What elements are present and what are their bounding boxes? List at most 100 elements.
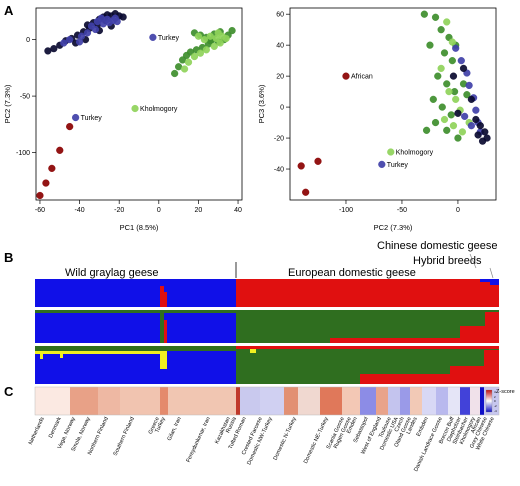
data-point <box>119 13 127 21</box>
data-point <box>196 49 205 57</box>
point-annotation: African <box>351 74 373 81</box>
data-point <box>426 41 434 49</box>
data-point <box>440 49 449 57</box>
chinese-arrow <box>469 253 477 269</box>
data-point <box>431 118 440 127</box>
x-tick-label: -100 <box>339 207 353 214</box>
data-point <box>190 52 199 61</box>
data-point <box>472 115 480 124</box>
plot-frame <box>35 7 243 201</box>
domestic-group-label: European domestic geese <box>288 267 416 279</box>
x-tick-label: 0 <box>157 207 161 214</box>
point-annotation: Kholmogory <box>140 106 178 113</box>
data-point <box>111 14 119 22</box>
y-tick-label: 20 <box>276 74 284 81</box>
x-tick-label: -50 <box>397 207 407 214</box>
zscore-tick: 2 <box>494 395 496 399</box>
x-tick-label: 0 <box>456 207 460 214</box>
data-point <box>458 128 467 136</box>
data-point <box>431 13 440 21</box>
panel-label-c: C <box>4 384 14 399</box>
data-point <box>222 34 230 43</box>
x-tick-label: -20 <box>114 207 124 214</box>
data-point <box>149 33 157 41</box>
data-point <box>171 69 179 78</box>
data-point <box>44 47 52 55</box>
x-tick-label: -60 <box>35 207 45 214</box>
y-tick-label: -40 <box>274 167 284 174</box>
breed-label-gilan-iran: Gilan, Iran <box>167 416 183 442</box>
data-point <box>443 80 451 88</box>
x-axis-label: PC1 (8.5%) <box>120 223 159 232</box>
data-point <box>56 146 64 154</box>
data-point <box>452 95 460 103</box>
pca-plot-pc2-pc3: -100 -50 0 60 40 20 0 -20 -40 PC2 (7.3%) PC3 (3.6%… <box>257 7 497 232</box>
data-point <box>429 95 437 103</box>
point-annotation: Turkey <box>81 115 103 122</box>
admixture-row-k3 <box>35 310 499 343</box>
data-point <box>467 95 475 103</box>
zscore-heatmap <box>34 386 500 416</box>
data-point <box>42 179 50 187</box>
data-point <box>443 18 451 26</box>
data-point <box>463 91 471 99</box>
data-point <box>60 39 68 47</box>
data-point <box>184 58 193 66</box>
y-tick-label: -100 <box>16 150 30 157</box>
data-point <box>194 32 203 40</box>
data-point <box>297 162 305 170</box>
breed-label-domestic-n-turkey: Domestic N-Turkey <box>273 416 298 461</box>
data-point <box>66 36 74 44</box>
breed-label-danish-landrace-goose: Danish Landrace Goose <box>413 416 444 472</box>
x-tick-label: 40 <box>234 207 242 214</box>
x-tick-label: -40 <box>75 207 85 214</box>
data-point <box>378 160 386 168</box>
data-point <box>461 112 469 120</box>
data-point <box>452 44 460 52</box>
data-point <box>302 188 310 196</box>
chinese-group-label: Chinese domestic geese <box>377 240 497 252</box>
y-tick-label: 0 <box>280 105 284 112</box>
data-point <box>422 126 431 134</box>
data-point <box>474 131 482 139</box>
pca-plot-pc1-pc2: -60 -40 -20 0 20 40 0 -50 -100 PC1 (8.5%) PC2 (7.3… <box>3 7 243 232</box>
data-point <box>83 29 92 37</box>
zscore-tick: 0 <box>494 399 496 403</box>
y-axis-label: PC3 (3.6%) <box>257 84 266 123</box>
data-point <box>447 111 455 119</box>
data-point <box>314 157 322 165</box>
admixture-row-k2 <box>35 279 499 307</box>
zscore-label: Z-score <box>496 389 515 395</box>
hybrid-group-label: Hybrid breeds <box>413 255 482 267</box>
data-point <box>216 39 224 47</box>
data-point <box>91 25 100 34</box>
y-tick-label: -20 <box>274 136 284 143</box>
hybrid-arrow <box>489 267 494 279</box>
data-point <box>449 122 458 130</box>
data-point <box>440 115 449 124</box>
data-point <box>202 46 210 54</box>
data-point <box>214 29 222 37</box>
zscore-colorbar: Z-score 4 2 0 -2 -4 <box>485 389 515 413</box>
data-point <box>75 38 84 46</box>
breed-label-netherlands: Netherlands <box>28 416 46 446</box>
data-point <box>72 113 80 122</box>
data-point <box>36 191 44 200</box>
data-point <box>131 104 139 113</box>
data-point <box>448 57 456 65</box>
admixture-panel: Wild graylag geese European domestic gee… <box>35 240 499 384</box>
breed-label-fereydunkenar-iran: Fereydunkenar, Iran <box>186 416 212 463</box>
breed-label-denmark: Denmark <box>48 416 63 439</box>
data-point <box>99 20 107 28</box>
data-point <box>200 36 208 44</box>
data-point <box>476 122 484 130</box>
data-point <box>180 65 189 73</box>
point-annotation: Turkey <box>158 35 180 42</box>
breed-labels: Netherlands Denmark Vega, Norway Smola, … <box>28 415 496 472</box>
data-point <box>182 51 191 60</box>
point-annotation: Kholmogory <box>396 150 434 157</box>
zscore-tick: 4 <box>494 390 496 394</box>
data-point <box>437 64 445 72</box>
data-point <box>437 26 445 34</box>
data-point <box>387 148 395 156</box>
